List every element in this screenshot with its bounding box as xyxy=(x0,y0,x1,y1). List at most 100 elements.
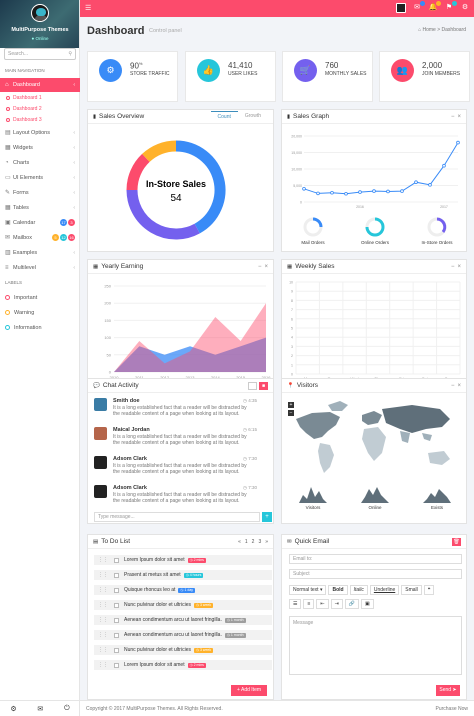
drag-handle-icon[interactable]: ⋮⋮ xyxy=(98,602,108,608)
close-icon[interactable]: × xyxy=(457,382,461,389)
underline-button[interactable]: Underline xyxy=(369,585,400,595)
label-information[interactable]: Information xyxy=(0,320,80,335)
todo-checkbox[interactable] xyxy=(114,587,119,593)
avatar[interactable] xyxy=(31,4,49,22)
todo-item[interactable]: ⋮⋮ Nunc pulvinar dolor et ultricies ◷ 3 … xyxy=(94,600,272,610)
subject-field[interactable]: Subject xyxy=(289,569,462,579)
user-name[interactable]: MultiPurpose Themes xyxy=(11,27,69,33)
italic-button[interactable]: Italic xyxy=(349,585,368,595)
drag-handle-icon[interactable]: ⋮⋮ xyxy=(98,587,108,593)
sidebar-item-dashboard[interactable]: ⌂ Dashboard ‹ xyxy=(0,78,80,92)
tab-count[interactable]: Count xyxy=(210,111,238,122)
power-icon[interactable]: ⏻ xyxy=(64,704,70,712)
pagination-item[interactable]: 2 xyxy=(251,538,255,545)
sidebar-item-forms[interactable]: ✎ Forms ‹ xyxy=(0,185,80,200)
data-point[interactable] xyxy=(428,183,432,187)
add-item-button[interactable]: + Add Item xyxy=(231,685,267,696)
chat-sender[interactable]: Adsom Clark xyxy=(113,485,147,491)
data-point[interactable] xyxy=(456,140,460,145)
search-icon[interactable]: ⚲ xyxy=(68,51,72,57)
purchase-link[interactable]: Purchase Now xyxy=(435,705,468,712)
data-point[interactable] xyxy=(358,190,362,194)
drag-handle-icon[interactable]: ⋮⋮ xyxy=(98,647,108,653)
sidebar-item-calendar[interactable]: ▣ Calendar 17 3 xyxy=(0,215,80,230)
todo-item[interactable]: ⋮⋮ Prasent at metus sit amet ◷ 4 hours xyxy=(94,570,272,580)
label-warning[interactable]: Warning xyxy=(0,305,80,320)
user-thumb-icon[interactable] xyxy=(396,3,406,13)
sidebar-subitem-dashboard-2[interactable]: Dashboard 2 xyxy=(0,103,80,114)
collapse-icon[interactable]: − xyxy=(450,382,455,389)
world-map[interactable] xyxy=(282,397,468,479)
todo-item[interactable]: ⋮⋮ Lorem Ipsum dolor sit amet ◷ 2 mins xyxy=(94,555,272,565)
avatar[interactable] xyxy=(94,427,107,440)
message-textarea[interactable]: Message xyxy=(289,616,462,675)
collapse-icon[interactable]: − xyxy=(450,113,455,120)
outdent-icon[interactable]: ⇤ xyxy=(316,599,329,609)
todo-checkbox[interactable] xyxy=(114,572,119,578)
sidebar-item-charts[interactable]: ◔ Charts ‹ xyxy=(0,155,80,170)
sidebar-item-multilevel[interactable]: ≡ Multilevel ‹ xyxy=(0,260,80,275)
todo-checkbox[interactable] xyxy=(114,602,119,608)
data-point[interactable] xyxy=(302,187,306,191)
numbered-list-icon[interactable]: ≡ xyxy=(303,599,315,609)
close-icon[interactable]: × xyxy=(264,263,268,270)
collapse-icon[interactable]: − xyxy=(257,263,262,270)
label-important[interactable]: Important xyxy=(0,290,80,305)
bell-notification-icon[interactable]: 🔔 xyxy=(428,1,441,13)
sidebar-item-ui-elements[interactable]: ▭ UI Elements ‹ xyxy=(0,170,80,185)
trash-icon[interactable]: 🗑 xyxy=(452,537,461,546)
bold-button[interactable]: Bold xyxy=(328,585,348,595)
sidebar-item-tables[interactable]: ▦ Tables ‹ xyxy=(0,200,80,215)
todo-item[interactable]: ⋮⋮ Lorem Ipsum dolor sit amet ◷ 2 mins xyxy=(94,660,272,670)
send-button[interactable]: Send ➤ xyxy=(436,685,460,696)
indent-icon[interactable]: ⇥ xyxy=(330,599,343,609)
sidebar-item-widgets[interactable]: ▦ Widgets ‹ xyxy=(0,140,80,155)
sidebar-item-layout-options[interactable]: ▤ Layout Options ‹ xyxy=(0,125,80,140)
quote-icon[interactable]: ❝ xyxy=(423,585,435,595)
todo-checkbox[interactable] xyxy=(114,632,119,638)
sidebar-subitem-dashboard-3[interactable]: Dashboard 3 xyxy=(0,114,80,125)
map-zoom-out-button[interactable]: − xyxy=(288,410,294,416)
map-zoom-in-button[interactable]: + xyxy=(288,402,294,408)
list-icon[interactable]: ☰ xyxy=(289,599,302,609)
small-button[interactable]: Small xyxy=(401,585,422,595)
todo-checkbox[interactable] xyxy=(114,662,119,668)
menu-toggle-icon[interactable]: ☰ xyxy=(85,5,92,12)
avatar[interactable] xyxy=(94,398,107,411)
avatar[interactable] xyxy=(94,485,107,498)
search-input[interactable]: Search... ⚲ xyxy=(4,48,76,60)
data-point[interactable] xyxy=(316,191,320,196)
chat-sender[interactable]: Maical Jordan xyxy=(113,427,150,433)
sidebar-item-examples[interactable]: ▥ Examples ‹ xyxy=(0,245,80,260)
pagination-item[interactable]: 1 xyxy=(244,538,248,545)
collapse-icon[interactable]: − xyxy=(450,263,455,270)
pagination-item[interactable]: 3 xyxy=(258,538,262,545)
todo-item[interactable]: ⋮⋮ Quisque rhoncus leo at ◷ 1 day xyxy=(94,585,272,595)
todo-checkbox[interactable] xyxy=(114,617,119,623)
todo-item[interactable]: ⋮⋮ Aenean condimentum arcu ut laoret fri… xyxy=(94,630,272,640)
data-point[interactable] xyxy=(344,191,348,196)
data-point[interactable] xyxy=(414,180,418,184)
todo-item[interactable]: ⋮⋮ Aenean condimentum arcu ut laoret fri… xyxy=(94,615,272,625)
text-style-dropdown[interactable]: Normal text ▾ xyxy=(289,585,327,595)
chat-send-button[interactable]: + xyxy=(262,512,272,522)
close-icon[interactable]: × xyxy=(457,263,461,270)
chat-minimize-button[interactable] xyxy=(248,381,257,390)
mail-notification-icon[interactable]: ✉ xyxy=(412,1,425,13)
settings-gear-icon[interactable]: ⚙ xyxy=(461,4,469,11)
drag-handle-icon[interactable]: ⋮⋮ xyxy=(98,617,108,623)
mail-icon[interactable]: ✉ xyxy=(37,705,44,713)
breadcrumb-home[interactable]: Home xyxy=(422,27,436,33)
chat-sender[interactable]: Adsom Clark xyxy=(113,456,147,462)
flag-notification-icon[interactable]: ⚑ xyxy=(444,1,457,13)
drag-handle-icon[interactable]: ⋮⋮ xyxy=(98,557,108,563)
avatar[interactable] xyxy=(94,456,107,469)
chat-close-button[interactable]: ■ xyxy=(259,381,268,390)
data-point[interactable] xyxy=(330,190,334,195)
data-point[interactable] xyxy=(372,189,376,193)
image-icon[interactable]: ▣ xyxy=(361,599,374,609)
drag-handle-icon[interactable]: ⋮⋮ xyxy=(98,572,108,578)
email-to-field[interactable]: Email to: xyxy=(289,554,462,564)
todo-checkbox[interactable] xyxy=(114,647,119,653)
todo-item[interactable]: ⋮⋮ Nunc pulvinar dolor et ultricies ◷ 3 … xyxy=(94,645,272,655)
